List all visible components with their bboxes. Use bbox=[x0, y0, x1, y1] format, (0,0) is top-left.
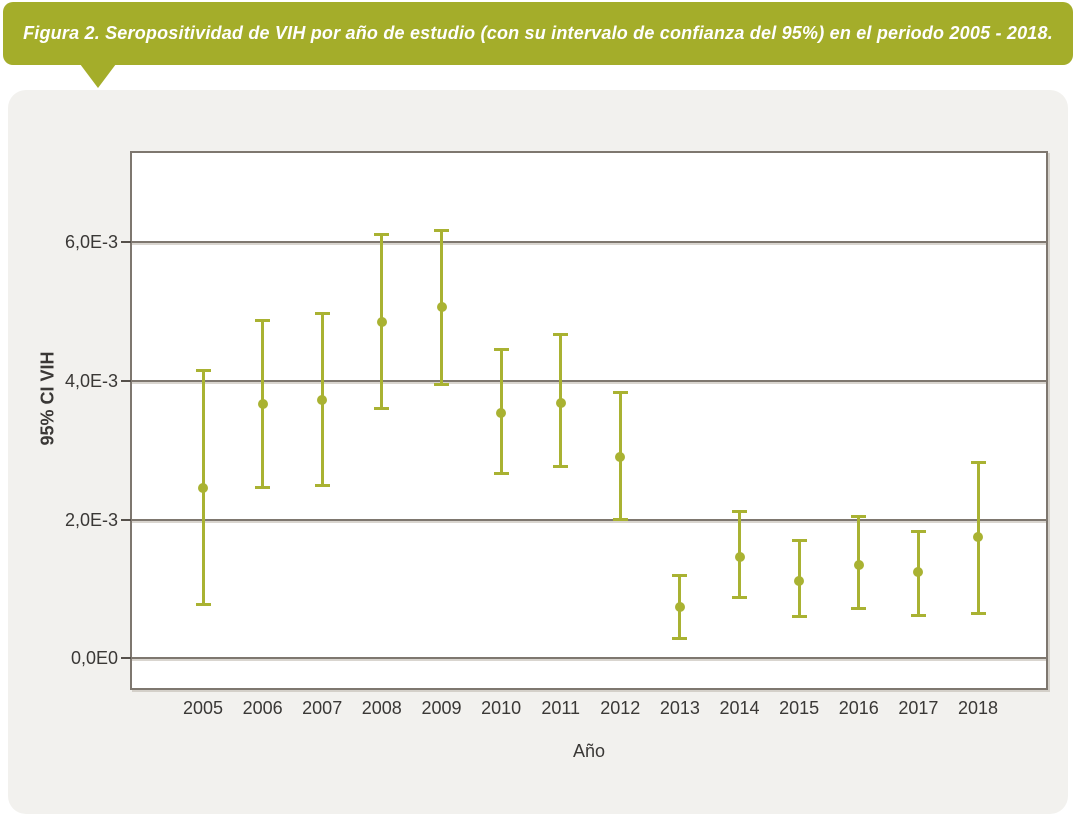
ci-lower-cap-2013 bbox=[672, 636, 688, 640]
ci-lower-cap-2016 bbox=[851, 606, 867, 610]
point-marker-2017 bbox=[913, 567, 924, 578]
ci-lower-cap-2017 bbox=[910, 613, 926, 617]
x-tick-label-2011: 2011 bbox=[541, 698, 581, 718]
ci-upper-cap-2011 bbox=[553, 333, 569, 337]
ci-upper-cap-2014 bbox=[732, 509, 747, 513]
x-tick-label-2007: 2007 bbox=[302, 698, 343, 718]
x-tick-label-2012: 2012 bbox=[600, 698, 641, 718]
y-tick-mark-2,0E-3 bbox=[121, 518, 131, 521]
point-marker-2016 bbox=[853, 559, 864, 570]
x-tick-label-2018: 2018 bbox=[957, 698, 999, 718]
point-marker-2018 bbox=[973, 531, 983, 542]
ci-upper-cap-2006 bbox=[255, 318, 271, 322]
point-marker-2012 bbox=[615, 452, 626, 463]
x-tick-label-2009: 2009 bbox=[421, 698, 462, 718]
point-marker-2013 bbox=[674, 601, 685, 612]
ci-upper-cap-2007 bbox=[314, 312, 330, 316]
ci-lower-cap-2010 bbox=[493, 472, 509, 476]
y-tick-label: 4,0E-3 bbox=[64, 371, 118, 391]
point-marker-2005 bbox=[198, 483, 208, 494]
ci-lower-cap-2005 bbox=[195, 602, 211, 606]
gridline-0,0E0 bbox=[132, 657, 1046, 660]
ci-upper-cap-2018 bbox=[970, 460, 986, 464]
x-tick-label-2005: 2005 bbox=[182, 698, 224, 718]
y-tick-label: 0,0E0 bbox=[70, 648, 118, 669]
ci-upper-cap-2010 bbox=[493, 347, 509, 351]
ci-lower-cap-2015 bbox=[791, 615, 807, 619]
x-tick-label-2013: 2013 bbox=[659, 698, 700, 718]
figure-title: Figura 2. Seropositividad de VIH por año… bbox=[23, 23, 1053, 43]
gridline-2,0E-3 bbox=[132, 518, 1046, 521]
ci-upper-cap-2013 bbox=[672, 574, 688, 578]
x-tick-label-2017: 2017 bbox=[898, 698, 939, 718]
point-marker-2009 bbox=[436, 301, 447, 312]
x-tick-label-2010: 2010 bbox=[481, 698, 522, 718]
plot-frame bbox=[130, 151, 1048, 690]
ci-lower-cap-2006 bbox=[255, 485, 271, 489]
ci-lower-cap-2018 bbox=[970, 611, 986, 615]
x-tick-label-2015: 2015 bbox=[779, 698, 820, 718]
ci-upper-cap-2012 bbox=[612, 390, 628, 394]
point-marker-2010 bbox=[496, 407, 507, 418]
x-tick-label-2016: 2016 bbox=[838, 698, 879, 718]
ci-lower-cap-2008 bbox=[374, 407, 390, 411]
ci-upper-cap-2008 bbox=[374, 232, 390, 236]
point-marker-2007 bbox=[317, 395, 328, 406]
ci-upper-cap-2017 bbox=[910, 529, 926, 533]
ci-upper-cap-2009 bbox=[434, 228, 449, 232]
point-marker-2006 bbox=[257, 398, 268, 409]
ci-lower-cap-2011 bbox=[553, 465, 569, 469]
x-tick-label-2014: 2014 bbox=[719, 698, 760, 718]
y-tick-mark-0,0E0 bbox=[121, 657, 131, 660]
y-axis-title: 95% CI VIH bbox=[37, 351, 58, 446]
ci-lower-cap-2014 bbox=[732, 595, 747, 599]
ci-upper-cap-2016 bbox=[851, 514, 867, 518]
gridline-6,0E-3 bbox=[132, 241, 1046, 244]
y-tick-mark-4,0E-3 bbox=[121, 380, 131, 382]
y-tick-mark-6,0E-3 bbox=[121, 241, 131, 244]
x-tick-label-2006: 2006 bbox=[242, 698, 283, 718]
ci-lower-cap-2012 bbox=[612, 518, 628, 522]
banner-tail-pointer bbox=[80, 64, 116, 88]
point-marker-2008 bbox=[376, 317, 387, 328]
y-tick-label: 6,0E-3 bbox=[64, 232, 118, 253]
y-tick-label: 2,0E-3 bbox=[64, 509, 118, 530]
x-axis-title: Año bbox=[572, 741, 606, 761]
ci-lower-cap-2009 bbox=[434, 383, 449, 386]
point-marker-2014 bbox=[734, 552, 745, 562]
ci-upper-cap-2005 bbox=[195, 369, 211, 373]
figure-title-banner: Figura 2. Seropositividad de VIH por año… bbox=[3, 2, 1073, 88]
ci-lower-cap-2007 bbox=[314, 484, 330, 488]
point-marker-2011 bbox=[555, 398, 566, 409]
ci-upper-cap-2015 bbox=[791, 538, 807, 542]
gridline-4,0E-3 bbox=[132, 380, 1046, 382]
point-marker-2015 bbox=[794, 575, 805, 586]
x-tick-label-2008: 2008 bbox=[361, 698, 402, 718]
